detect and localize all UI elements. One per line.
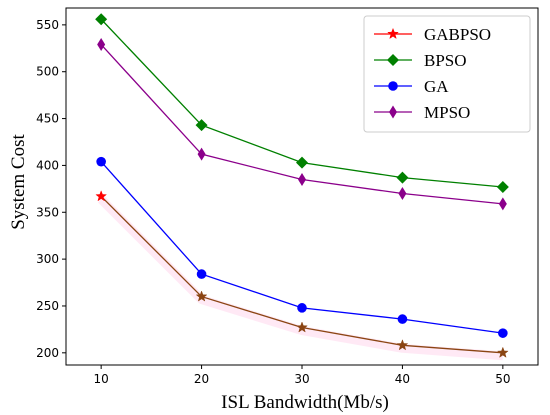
mpso-point xyxy=(97,38,106,52)
y-tick-label: 350 xyxy=(36,205,59,219)
plot-area: 10 20 30 40 50200250300350400450500550GABPSO… xyxy=(36,7,539,386)
x-tick-label: 20 xyxy=(194,372,209,386)
ga-point xyxy=(498,328,508,338)
x-tick-label: 40 xyxy=(395,372,410,386)
y-tick-label: 450 xyxy=(36,112,59,126)
mpso-point xyxy=(298,172,306,186)
gabpso-shadow-band xyxy=(97,196,504,361)
bpso-point xyxy=(195,119,208,132)
y-tick-label: 250 xyxy=(36,299,59,313)
mpso-point xyxy=(398,187,407,201)
ga-point xyxy=(397,314,408,324)
legend-marker-mpso xyxy=(389,105,397,119)
gabpso-point xyxy=(296,321,308,333)
bpso-point xyxy=(95,13,108,26)
mpso-point xyxy=(498,197,507,211)
gabpso-point xyxy=(95,190,108,202)
bpso-point xyxy=(296,156,308,169)
legend-marker-bpso xyxy=(387,54,399,66)
y-tick-label: 200 xyxy=(36,346,59,360)
x-tick-label: 50 xyxy=(495,372,510,386)
ga-point xyxy=(297,303,307,313)
legend-label-ga: GA xyxy=(424,77,449,96)
y-tick-label: 550 xyxy=(36,18,59,32)
y-tick-label: 300 xyxy=(36,252,59,266)
mpso-point xyxy=(197,147,206,161)
x-axis-title: ISL Bandwidth(Mb/s) xyxy=(221,392,389,413)
y-tick-label: 400 xyxy=(36,158,59,172)
x-tick-label: 30 xyxy=(294,372,309,386)
bpso-point xyxy=(496,180,509,193)
gabpso-point xyxy=(396,339,409,351)
legend-marker-ga xyxy=(388,81,398,91)
y-axis-title: System Cost xyxy=(8,134,29,230)
x-tick-label: 10 xyxy=(94,372,109,386)
legend-box xyxy=(363,15,531,133)
ga-point xyxy=(96,156,106,167)
legend-label-gabpso: GABPSO xyxy=(424,25,491,44)
legend-label-bpso: BPSO xyxy=(424,51,467,70)
gabpso-point xyxy=(496,346,509,358)
legend-label-mpso: MPSO xyxy=(424,103,470,122)
gabpso-point xyxy=(195,290,208,302)
y-tick-label: 500 xyxy=(36,65,59,79)
bpso-point xyxy=(396,171,409,184)
ga-point xyxy=(196,269,207,279)
legend-marker-gabpso xyxy=(387,27,399,40)
